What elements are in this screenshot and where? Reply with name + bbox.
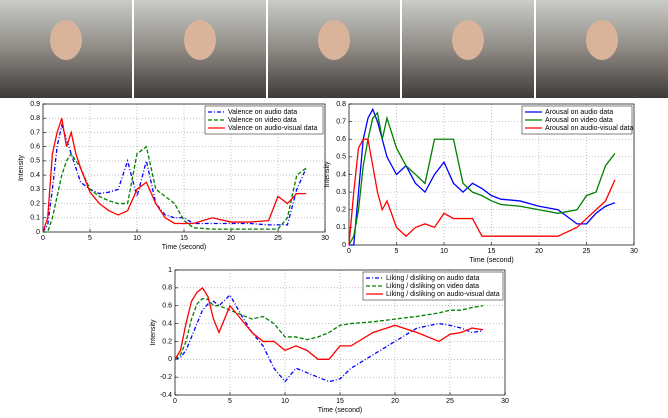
legend-label: Valence on video data xyxy=(228,117,297,124)
x-tick-label: 15 xyxy=(336,398,344,405)
x-axis-label: Time (second) xyxy=(162,244,206,251)
x-tick-label: 30 xyxy=(501,398,509,405)
y-tick-label: 0.1 xyxy=(336,224,346,231)
y-tick-label: 0.8 xyxy=(162,285,172,292)
x-tick-label: 25 xyxy=(583,248,591,255)
legend-label: Arousal on video data xyxy=(545,117,613,124)
legend-label: Liking / disliking on audio data xyxy=(386,275,480,282)
x-tick-label: 30 xyxy=(321,235,329,242)
x-tick-label: 25 xyxy=(446,398,454,405)
series-line xyxy=(42,118,307,233)
y-tick-label: 0.3 xyxy=(336,189,346,196)
x-tick-label: 5 xyxy=(395,248,399,255)
chart: 0 5 10 15 20 25 30 -0.4 -0.2 0 0.2 0.4 0.6 0.8 1 Time (… xyxy=(150,267,509,414)
x-tick-label: 0 xyxy=(41,235,45,242)
series-line xyxy=(43,145,307,233)
x-tick-label: 20 xyxy=(535,248,543,255)
y-tick-label: 0.8 xyxy=(30,115,40,122)
y-tick-label: 0.4 xyxy=(336,171,346,178)
legend-label: Liking / disliking on audio-visual data xyxy=(386,291,500,298)
x-tick-label: 25 xyxy=(274,235,282,242)
x-tick-label: 15 xyxy=(488,248,496,255)
y-tick-label: 0.5 xyxy=(30,158,40,165)
y-tick-label: 0.5 xyxy=(336,154,346,161)
y-tick-label: 0.7 xyxy=(30,129,40,136)
y-tick-label: 0.6 xyxy=(162,303,172,310)
legend-label: Valence on audio data xyxy=(228,109,297,116)
y-tick-label: 0.1 xyxy=(30,215,40,222)
y-tick-label: 0.6 xyxy=(336,136,346,143)
face xyxy=(318,20,350,60)
x-tick-label: 0 xyxy=(347,248,351,255)
series-line xyxy=(349,107,616,246)
face xyxy=(184,20,216,60)
y-tick-label: 0.2 xyxy=(336,207,346,214)
y-tick-label: 0.3 xyxy=(30,186,40,193)
y-tick-label: 0.2 xyxy=(30,200,40,207)
face xyxy=(50,20,82,60)
series-line xyxy=(348,138,616,246)
y-tick-label: 0.6 xyxy=(30,144,40,151)
x-tick-label: 15 xyxy=(180,235,188,242)
y-tick-label: 0.8 xyxy=(336,101,346,108)
axes-frame xyxy=(348,103,635,246)
series-line xyxy=(174,286,484,360)
legend-label: Arousal on audio data xyxy=(545,109,613,116)
axes-frame xyxy=(42,103,326,233)
series-line xyxy=(174,297,484,360)
y-tick-label: 0.9 xyxy=(30,101,40,108)
x-tick-label: 5 xyxy=(88,235,92,242)
axes-frame xyxy=(174,269,506,396)
legend-label: Valence on audio-visual data xyxy=(228,125,317,132)
y-tick-label: 0.2 xyxy=(162,338,172,345)
y-tick-label: 0.4 xyxy=(162,320,172,327)
y-tick-label: 0 xyxy=(168,356,172,363)
legend-box xyxy=(362,271,504,301)
legend-box xyxy=(204,105,324,135)
x-axis-label: Time (second) xyxy=(469,257,513,264)
x-tick-label: 10 xyxy=(281,398,289,405)
y-tick-label: 0 xyxy=(36,229,40,236)
y-axis-label: Intensity xyxy=(324,161,331,188)
series-line xyxy=(174,293,484,383)
y-tick-label: -0.2 xyxy=(160,374,172,381)
y-axis-label: Intensity xyxy=(150,319,157,346)
face xyxy=(586,20,618,60)
y-axis-label: Intensity xyxy=(18,154,25,181)
photo-strip xyxy=(0,0,668,98)
x-axis-label: Time (second) xyxy=(318,407,362,414)
y-tick-label: 0 xyxy=(342,242,346,249)
y-tick-label: 0.7 xyxy=(336,118,346,125)
x-tick-label: 20 xyxy=(227,235,235,242)
chart: 0 5 10 15 20 25 30 0 0.1 0.2 0.3 0.4 0.5 0.6 0.7 0.8 Tim… xyxy=(324,101,638,264)
x-tick-label: 10 xyxy=(133,235,141,242)
legend-label: Arousal on audio-visual data xyxy=(545,125,633,132)
x-tick-label: 30 xyxy=(630,248,638,255)
x-tick-label: 20 xyxy=(391,398,399,405)
y-tick-label: 0.4 xyxy=(30,172,40,179)
x-tick-label: 0 xyxy=(173,398,177,405)
legend-label: Liking / disliking on video data xyxy=(386,283,479,290)
x-tick-label: 5 xyxy=(228,398,232,405)
y-tick-label: -0.4 xyxy=(160,392,172,399)
chart: 0 5 10 15 20 25 30 0 0.1 0.2 0.3 0.4 0.5 0.6 0.7 0.8 0.9… xyxy=(18,101,329,251)
series-line xyxy=(348,111,616,246)
face xyxy=(452,20,484,60)
y-tick-label: 1 xyxy=(168,267,172,274)
x-tick-label: 10 xyxy=(440,248,448,255)
